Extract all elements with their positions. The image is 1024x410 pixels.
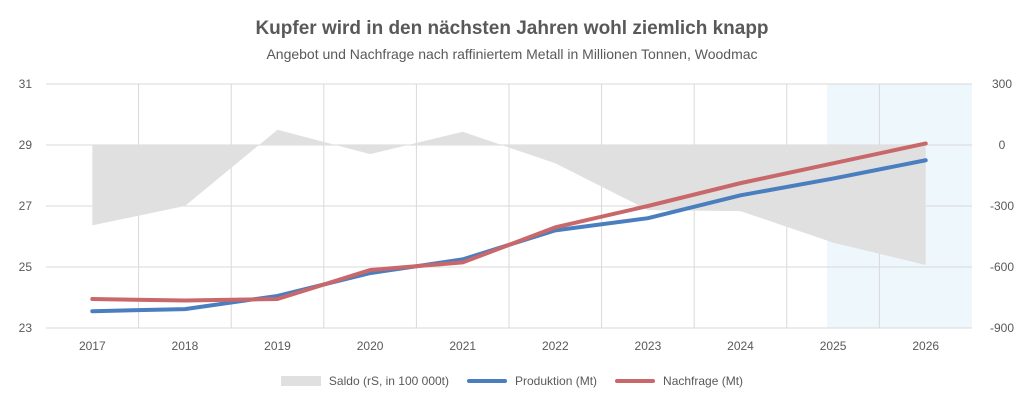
legend-item-produktion: Produktion (Mt)	[467, 374, 597, 388]
y-axis-right-label: 0	[999, 138, 1006, 152]
legend-label-nachfrage: Nachfrage (Mt)	[663, 374, 744, 388]
chart-legend: Saldo (rS, in 100 000t) Produktion (Mt) …	[0, 374, 1024, 388]
y-axis-left-label: 31	[19, 77, 33, 91]
y-axis-right-label: -600	[990, 260, 1014, 274]
legend-label-saldo: Saldo (rS, in 100 000t)	[328, 374, 449, 388]
chart-subtitle: Angebot und Nachfrage nach raffiniertem …	[266, 46, 758, 62]
x-axis-label: 2017	[79, 339, 106, 353]
legend-item-saldo: Saldo (rS, in 100 000t)	[280, 374, 449, 388]
series-area-saldo	[92, 129, 926, 265]
legend-swatch-nachfrage	[615, 379, 656, 383]
x-axis-label: 2023	[635, 339, 662, 353]
y-axis-left-label: 23	[19, 321, 33, 335]
x-axis-label: 2018	[172, 339, 199, 353]
x-axis-label: 2019	[264, 339, 291, 353]
y-axis-right-label: -900	[990, 321, 1014, 335]
y-axis-right-label: 300	[992, 77, 1012, 91]
y-axis-right-label: -300	[990, 199, 1014, 213]
x-axis-label: 2026	[912, 339, 939, 353]
y-axis-left-label: 27	[19, 199, 33, 213]
legend-item-nachfrage: Nachfrage (Mt)	[615, 374, 743, 388]
x-axis-label: 2025	[820, 339, 847, 353]
series-line-nachfrage	[90, 141, 928, 303]
y-axis-left-label: 29	[19, 138, 33, 152]
y-axis-left-label: 25	[19, 260, 33, 274]
x-axis-label: 2022	[542, 339, 569, 353]
legend-label-produktion: Produktion (Mt)	[515, 374, 598, 388]
x-axis-label: 2021	[449, 339, 476, 353]
chart-title: Kupfer wird in den nächsten Jahren wohl …	[255, 18, 769, 39]
x-axis-label: 2020	[357, 339, 384, 353]
legend-swatch-produktion	[467, 379, 507, 383]
legend-swatch-saldo	[280, 376, 321, 386]
x-axis-label: 2024	[727, 339, 754, 353]
